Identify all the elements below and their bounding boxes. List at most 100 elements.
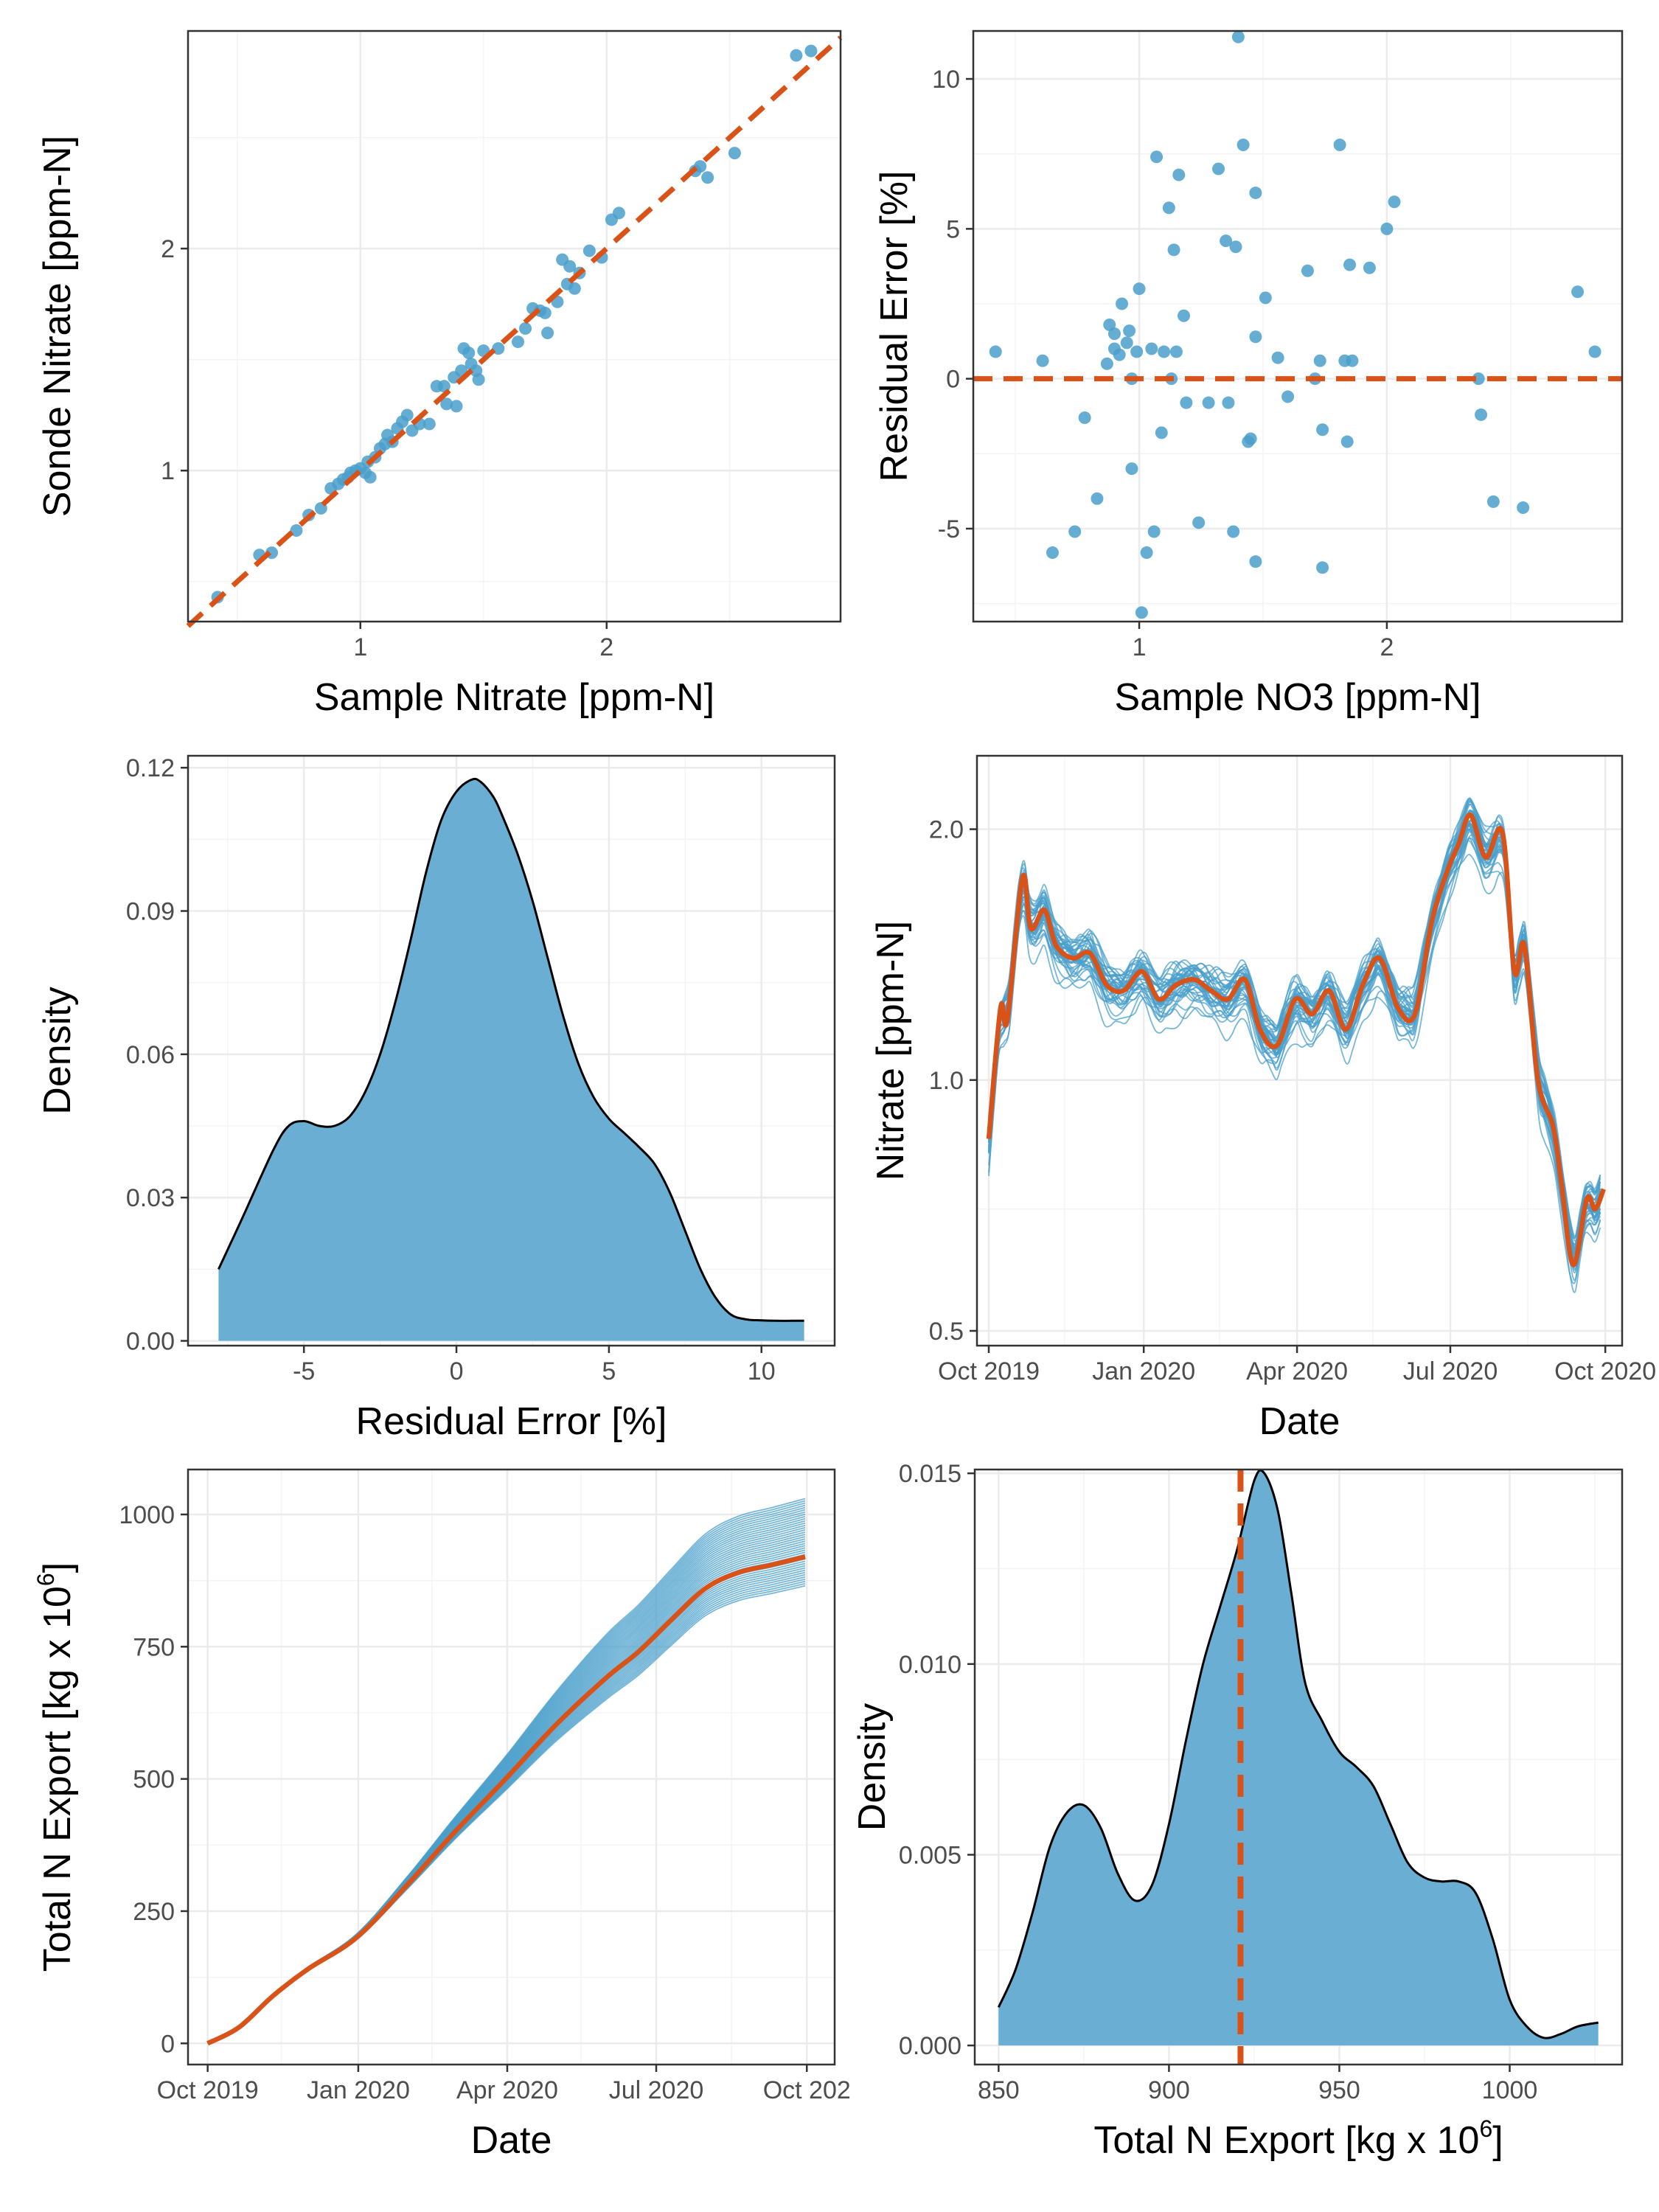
x-tick-label: Apr 2020 [456,2076,558,2104]
y-tick-label: 0.00 [126,1328,175,1356]
panel-residual-scatter: 1 2 -5 0 5 10 Sample NO3 [ppm-N] Residual Error… [873,29,1624,719]
panel-border [187,1468,836,2066]
y-axis-title: Nitrate [ppm-N] [869,921,912,1181]
density-area [218,779,804,1341]
data-point [1162,201,1175,215]
y-tick-label: 1 [161,457,175,485]
one-to-one-reference-line [186,35,843,628]
x-axis-title: Total N Export [kg x 106] [1093,2115,1503,2162]
data-point [1380,222,1394,235]
data-point [1244,432,1257,445]
data-point [1145,342,1158,355]
y-tick-label: 0 [946,366,960,394]
data-point [1116,297,1129,310]
data-point [1222,396,1235,409]
data-point [1078,411,1091,425]
data-point [1343,258,1357,271]
data-point [701,171,714,184]
data-point [512,335,525,349]
data-point [1046,546,1059,559]
data-point [1180,396,1193,409]
x-tick-label: Jul 2020 [1403,1357,1498,1385]
x-tick-label: Jan 2020 [307,2076,410,2104]
data-point [541,327,554,340]
x-tick-label: 1 [1133,633,1147,661]
ensemble-line [988,826,1601,1266]
data-point [1313,354,1326,367]
y-axis-title: Density [851,1703,894,1831]
x-tick-label: 950 [1318,2076,1360,2104]
y-tick-label: 0.12 [126,754,175,782]
data-point [422,417,436,431]
density-curve [218,777,804,1322]
data-point [1091,492,1104,505]
y-tick-label: 250 [133,1898,175,1926]
y-tick-label: 0.000 [899,2032,961,2060]
data-point [1237,139,1250,152]
panel-export-density: 850 900 950 1000 0.000 0.005 0.010 0.015 Total N… [851,1460,1624,2162]
x-tick-label: Oct 2020 [1554,1357,1656,1385]
data-point [612,206,625,220]
data-point [1340,435,1354,448]
data-point [728,147,741,160]
data-point [1202,396,1215,409]
data-point [1130,345,1144,358]
data-point [1475,408,1488,421]
y-tick-label: 0 [161,2030,175,2058]
x-tick-label: 850 [978,2076,1020,2104]
data-point [1301,264,1314,277]
ensemble-line [988,854,1601,1284]
data-point [568,282,581,295]
data-point [1333,139,1346,152]
data-point [1140,546,1153,559]
data-point [1229,240,1242,254]
data-point [1259,291,1272,305]
data-point [1167,243,1180,257]
data-point [1192,516,1206,529]
y-tick-label: 0.010 [899,1651,961,1679]
ensemble-line [988,834,1601,1270]
data-point [1249,555,1262,568]
y-axis-title: Sonde Nitrate [ppm-N] [36,136,79,517]
y-tick-label: -5 [938,515,960,543]
data-point [1120,336,1133,349]
data-point [1123,324,1136,338]
x-tick-label: 10 [748,1357,776,1385]
data-point [790,49,803,62]
x-axis-title: Residual Error [%] [356,1400,667,1443]
data-point [519,322,532,335]
data-point [1150,150,1164,164]
density-area [998,1470,1599,2046]
data-point [1388,195,1401,209]
y-tick-label: 0.09 [126,898,175,926]
y-tick-label: 2.0 [929,816,964,844]
x-axis-title: Sample NO3 [ppm-N] [1114,676,1481,719]
data-point [1107,327,1121,341]
x-axis-title-suffix: ] [1492,2119,1503,2162]
y-tick-label: 1.0 [929,1067,964,1095]
x-tick-label: Oct 2019 [157,2076,259,2104]
x-tick-label: 2 [1380,633,1394,661]
y-tick-label: 750 [133,1633,175,1661]
x-axis-title: Date [1259,1400,1340,1443]
panel-border [975,754,1624,1347]
data-point [1135,606,1148,619]
data-point [1113,348,1126,361]
data-point [1133,282,1146,296]
y-tick-label: 0.015 [899,1460,961,1488]
x-tick-label: 1000 [1482,2076,1538,2104]
data-point [462,347,476,360]
data-point [1346,354,1359,367]
x-axis-title: Sample Nitrate [ppm-N] [314,676,714,719]
y-tick-label: 1000 [119,1501,175,1529]
panel-border [972,29,1624,623]
data-point [1472,372,1485,386]
data-point [1036,354,1049,367]
data-point [1249,330,1262,344]
data-point [1571,285,1585,299]
data-point [1169,345,1183,358]
x-tick-label: 1 [353,633,367,661]
x-tick-label: Oct 2019 [938,1357,1040,1385]
y-axis-title: Residual Error [%] [873,171,916,482]
